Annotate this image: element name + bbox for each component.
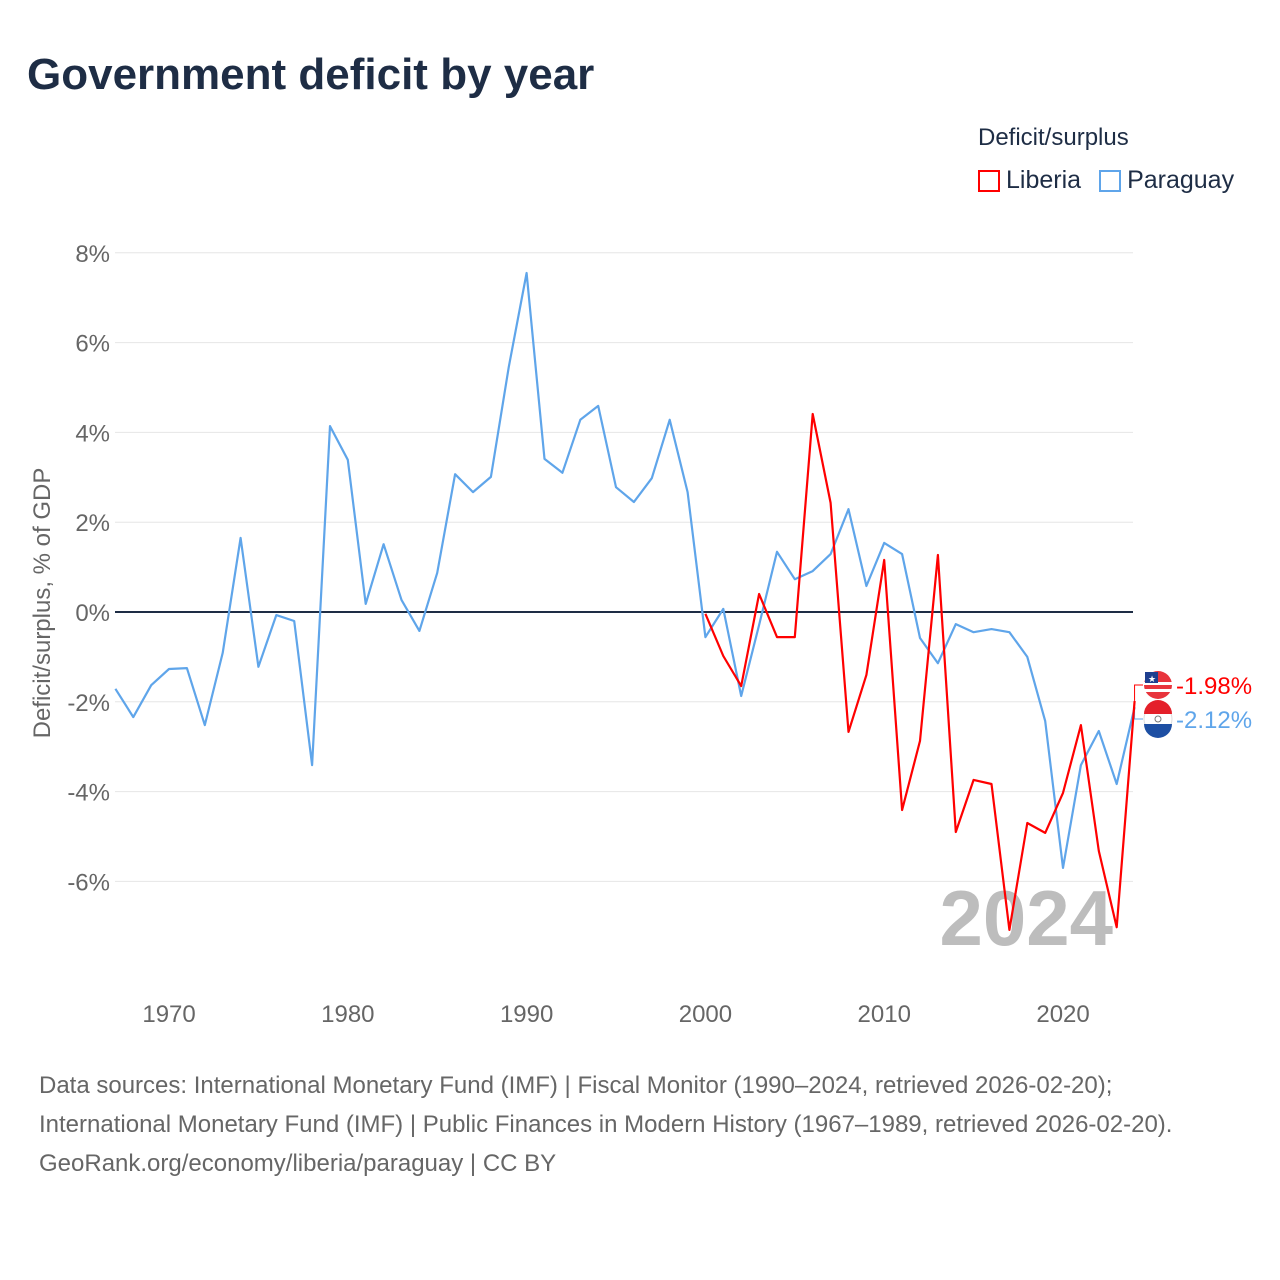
legend-item-paraguay[interactable]: Paraguay bbox=[1099, 166, 1234, 195]
flag-blue-band bbox=[1144, 724, 1172, 738]
y-tick-label: -6% bbox=[67, 869, 110, 896]
x-tick-label: 1980 bbox=[321, 1001, 374, 1028]
y-tick-label: 8% bbox=[75, 241, 110, 268]
data-sources: Data sources: International Monetary Fun… bbox=[39, 1072, 1173, 1138]
end-label-connector bbox=[1134, 684, 1143, 701]
y-tick-label: 2% bbox=[75, 510, 110, 537]
y-tick-label: -2% bbox=[67, 690, 110, 717]
flag-canton bbox=[1145, 672, 1158, 683]
y-tick-label: -4% bbox=[67, 780, 110, 807]
y-tick-label: 6% bbox=[75, 331, 110, 358]
x-tick-label: 1990 bbox=[500, 1001, 553, 1028]
year-watermark: 2024 bbox=[939, 874, 1113, 962]
end-label-connector bbox=[1134, 707, 1143, 720]
legend-label-liberia: Liberia bbox=[1006, 166, 1082, 194]
legend-swatch-liberia bbox=[978, 169, 1000, 192]
end-value-label-paraguay: -2.12% bbox=[1176, 707, 1252, 734]
flag-stripe bbox=[1144, 689, 1172, 692]
end-value-label-liberia: -1.98% bbox=[1176, 673, 1252, 700]
y-axis-label: Deficit/surplus, % of GDP bbox=[29, 468, 56, 739]
line-chart: 2024 8% 6% 4% 2% 0% -2% -4% -6% 1970 1980 1990 2000 2… bbox=[29, 241, 1252, 1028]
series-line-paraguay bbox=[114, 271, 1136, 870]
flag-star: ★ bbox=[1148, 674, 1156, 684]
x-tick-label: 2000 bbox=[679, 1001, 732, 1028]
y-tick-label: 4% bbox=[75, 420, 110, 447]
legend-item-liberia[interactable]: Liberia bbox=[978, 166, 1081, 195]
flag-red-band bbox=[1144, 700, 1172, 714]
legend-label-paraguay: Paraguay bbox=[1127, 166, 1235, 194]
legend-title: Deficit/surplus bbox=[978, 124, 1129, 151]
x-tick-label: 2020 bbox=[1036, 1001, 1089, 1028]
x-tick-label: 1970 bbox=[142, 1001, 195, 1028]
series-line-liberia bbox=[704, 412, 1136, 932]
flag-stripe bbox=[1144, 682, 1172, 685]
legend: Liberia Paraguay bbox=[978, 166, 1234, 195]
legend-swatch-paraguay bbox=[1099, 169, 1122, 192]
footer: Data sources: International Monetary Fun… bbox=[39, 1066, 1249, 1183]
credit-link[interactable]: GeoRank.org/economy/liberia/paraguay | C… bbox=[39, 1150, 557, 1177]
x-tick-label: 2010 bbox=[858, 1001, 911, 1028]
flag-emblem bbox=[1154, 715, 1162, 723]
chart-title: Government deficit by year bbox=[27, 50, 595, 99]
y-tick-label: 0% bbox=[75, 600, 110, 627]
